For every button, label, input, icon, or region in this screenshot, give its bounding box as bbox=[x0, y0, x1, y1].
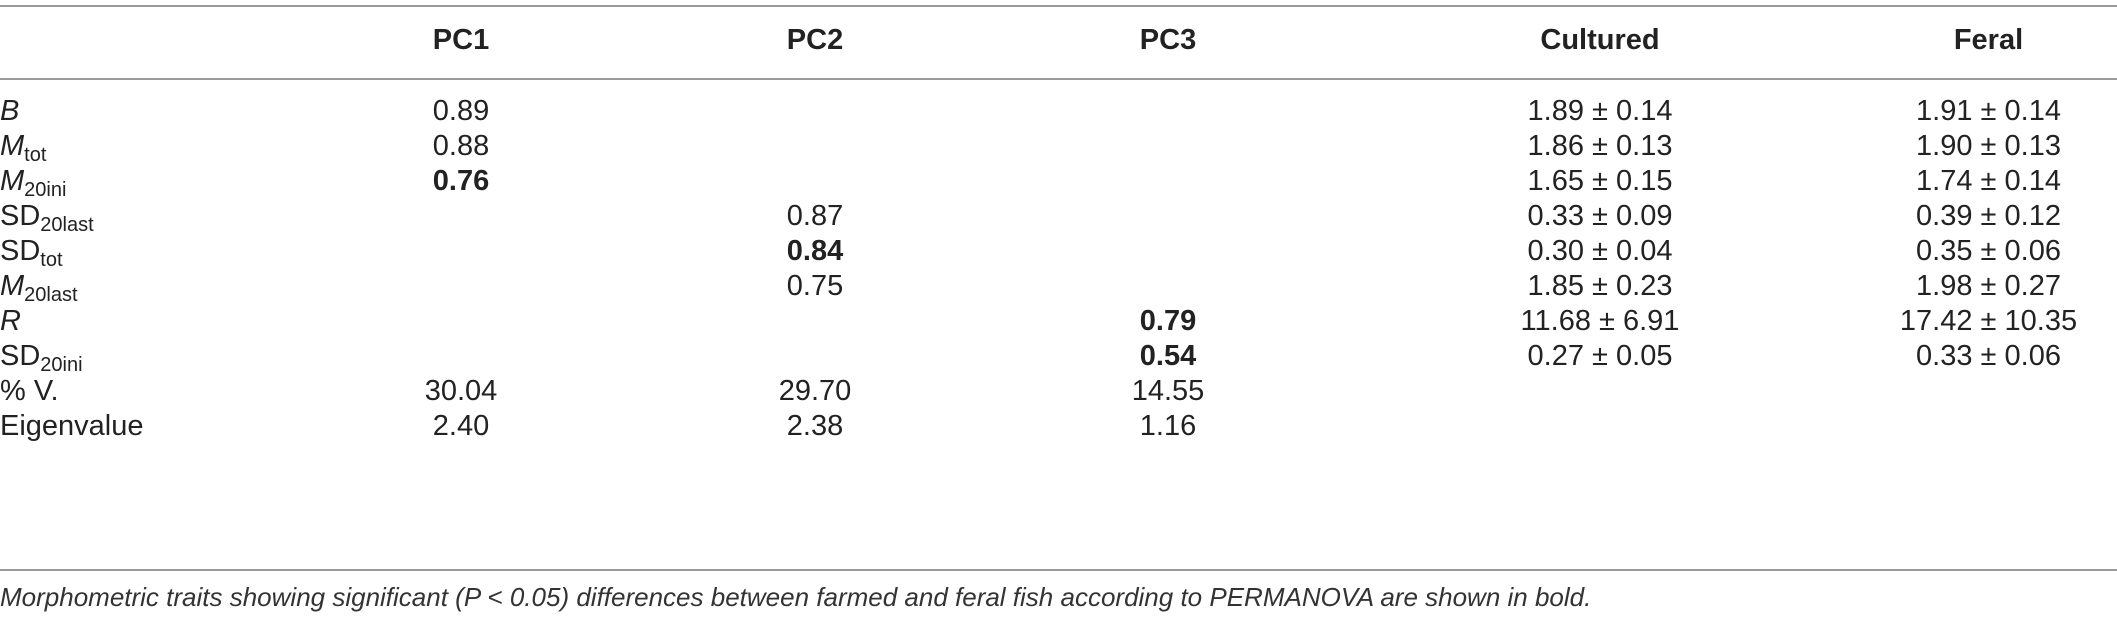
trait-symbol: SD bbox=[0, 340, 41, 372]
trait-subscript: 20ini bbox=[24, 179, 67, 201]
cultured-value: 1.86 ± 0.13 bbox=[1527, 130, 1673, 162]
trait-symbol: M bbox=[0, 270, 25, 302]
header-pc3: PC3 bbox=[1139, 24, 1197, 56]
pc2-loading: 29.70 bbox=[778, 375, 852, 407]
pc3-loading: 0.54 bbox=[1139, 340, 1197, 372]
trait-label: Mtot bbox=[0, 129, 46, 172]
feral-value: 17.42 ± 10.35 bbox=[1899, 305, 2078, 337]
feral-value: 1.90 ± 0.13 bbox=[1916, 130, 2061, 162]
header-feral: Feral bbox=[1953, 24, 2024, 56]
feral-value: 0.33 ± 0.06 bbox=[1916, 340, 2061, 372]
trait-subscript: tot bbox=[40, 249, 63, 271]
pc2-loading: 2.38 bbox=[786, 410, 844, 442]
pc1-loading: 0.89 bbox=[432, 95, 490, 127]
trait-symbol: SD bbox=[0, 200, 41, 232]
trait-subscript: 20last bbox=[24, 284, 78, 306]
trait-label: M20ini bbox=[0, 164, 66, 207]
table-top-rule bbox=[0, 5, 2117, 7]
feral-value: 0.35 ± 0.06 bbox=[1916, 235, 2061, 267]
cultured-value: 1.89 ± 0.14 bbox=[1527, 95, 1673, 127]
header-rule bbox=[0, 78, 2117, 80]
trait-symbol: Eigenvalue bbox=[0, 410, 144, 442]
cultured-value: 0.30 ± 0.04 bbox=[1527, 235, 1673, 267]
trait-label: Eigenvalue bbox=[0, 409, 144, 452]
trait-label: SD20last bbox=[0, 199, 94, 242]
pc2-loading: 0.84 bbox=[786, 235, 844, 267]
table-bottom-rule bbox=[0, 569, 2117, 571]
trait-label: B bbox=[0, 94, 19, 137]
trait-symbol: B bbox=[0, 95, 20, 127]
pc1-loading: 2.40 bbox=[432, 410, 490, 442]
trait-symbol: R bbox=[0, 305, 21, 337]
trait-label: M20last bbox=[0, 269, 78, 312]
feral-value: 0.39 ± 0.12 bbox=[1916, 200, 2061, 232]
trait-symbol: % V. bbox=[0, 375, 59, 407]
cultured-value: 0.27 ± 0.05 bbox=[1527, 340, 1673, 372]
cultured-value: 11.68 ± 6.91 bbox=[1520, 305, 1680, 337]
pc1-loading: 30.04 bbox=[424, 375, 498, 407]
cultured-value: 1.85 ± 0.23 bbox=[1527, 270, 1673, 302]
trait-symbol: M bbox=[0, 130, 25, 162]
trait-label: R bbox=[0, 304, 21, 347]
feral-value: 1.98 ± 0.27 bbox=[1916, 270, 2061, 302]
header-pc1: PC1 bbox=[432, 24, 490, 56]
cultured-value: 1.65 ± 0.15 bbox=[1527, 165, 1673, 197]
pc3-loading: 14.55 bbox=[1131, 375, 1205, 407]
pc1-loading: 0.88 bbox=[432, 130, 490, 162]
trait-symbol: SD bbox=[0, 235, 41, 267]
pc1-loading: 0.76 bbox=[432, 165, 490, 197]
pc3-loading: 1.16 bbox=[1139, 410, 1197, 442]
pc2-loading: 0.75 bbox=[786, 270, 844, 302]
trait-label: % V. bbox=[0, 374, 59, 417]
feral-value: 1.74 ± 0.14 bbox=[1916, 165, 2061, 197]
pc3-loading: 0.79 bbox=[1139, 305, 1197, 337]
feral-value: 1.91 ± 0.14 bbox=[1916, 95, 2061, 127]
table-footnote: Morphometric traits showing significant … bbox=[0, 582, 1592, 612]
cultured-value: 0.33 ± 0.09 bbox=[1527, 200, 1673, 232]
trait-symbol: M bbox=[0, 165, 25, 197]
header-pc2: PC2 bbox=[786, 24, 844, 56]
header-cultured: Cultured bbox=[1540, 24, 1660, 56]
pc2-loading: 0.87 bbox=[786, 200, 844, 232]
trait-label: SD20ini bbox=[0, 339, 83, 382]
trait-subscript: 20ini bbox=[40, 354, 83, 376]
trait-label: SDtot bbox=[0, 234, 63, 277]
trait-subscript: 20last bbox=[40, 214, 94, 236]
trait-subscript: tot bbox=[24, 144, 47, 166]
